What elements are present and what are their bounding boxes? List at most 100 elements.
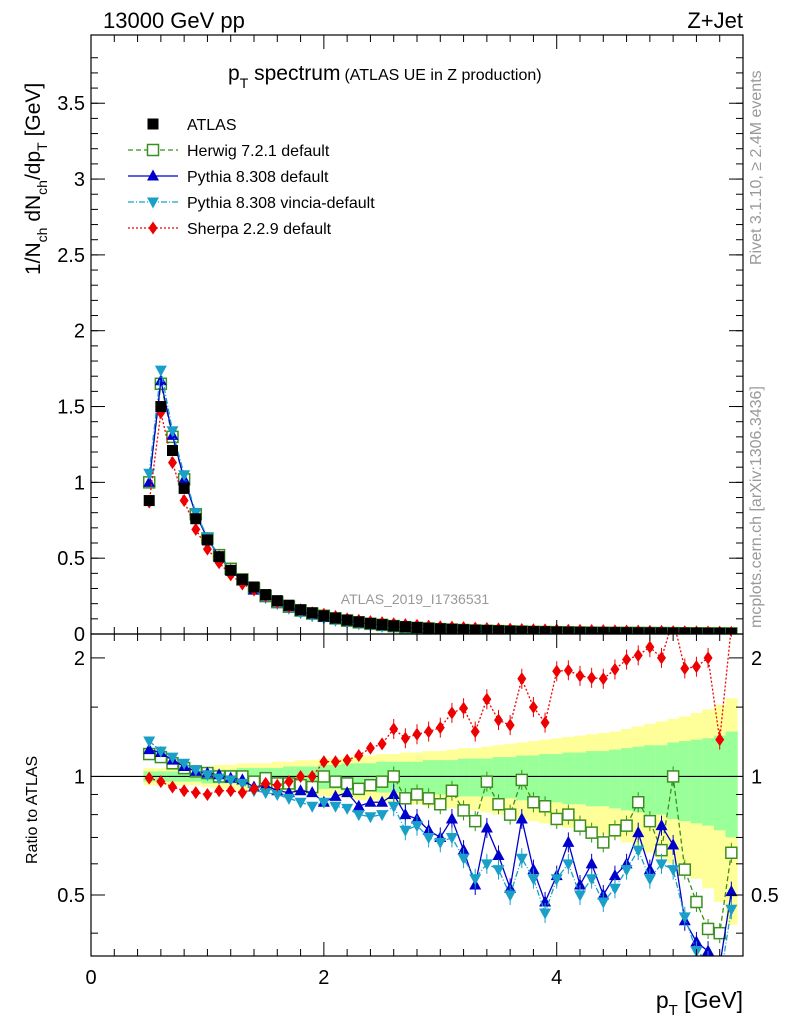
point-atlas (423, 622, 435, 634)
point-vincia (178, 470, 191, 482)
point-atlas (190, 513, 202, 525)
ratio-point-sherpa (389, 722, 399, 736)
ratio-point-pythia (527, 863, 540, 875)
point-atlas (306, 607, 318, 619)
ratio-point-vincia (317, 797, 330, 809)
mcplots-label: mcplots.cern.ch [arXiv:1306.3436] (748, 386, 765, 628)
ratio-point-sherpa (459, 701, 469, 715)
ratio-point-herwig (445, 784, 459, 797)
ratio-point-vincia (597, 897, 610, 909)
ratio-point-herwig (317, 770, 331, 783)
point-atlas (260, 589, 272, 601)
y-tick-label-right: 2 (751, 648, 762, 670)
ratio-point-pythia (143, 743, 156, 755)
ratio-point-sherpa (354, 749, 364, 763)
ratio-point-pythia (714, 960, 726, 971)
point-atlas (248, 581, 260, 593)
ratio-series-vincia (143, 736, 738, 956)
band-inner (690, 739, 703, 824)
band-inner (702, 738, 715, 826)
ratio-point-pythia (294, 784, 307, 796)
ratio-point-pythia (515, 812, 528, 824)
ratio-point-vincia (492, 865, 505, 877)
ratio-point-vincia (725, 904, 738, 916)
point-sherpa (168, 456, 177, 470)
band-inner (655, 745, 668, 815)
point-pythia (154, 374, 167, 386)
point-atlas (318, 610, 330, 622)
band-inner (713, 735, 727, 831)
ratio-point-sherpa (249, 782, 259, 796)
band-inner (457, 758, 470, 797)
legend-item-sherpa: Sherpa 2.2.9 default (128, 221, 332, 238)
band-inner (504, 757, 517, 799)
point-vincia (166, 426, 179, 438)
point-atlas (155, 401, 167, 413)
ratio-point-sherpa (319, 755, 329, 769)
ratio-point-pythia (667, 838, 680, 850)
ratio-point-sherpa (144, 771, 154, 785)
ratio-point-herwig (503, 808, 517, 821)
point-atlas (493, 625, 504, 634)
legend-marker (148, 221, 158, 235)
ratio-point-pythia (480, 821, 493, 833)
point-atlas (295, 604, 307, 616)
ratio-point-herwig (690, 895, 703, 909)
x-tick-label: 0 (85, 967, 96, 989)
ratio-point-herwig (550, 812, 563, 826)
ratio-point-sherpa (307, 769, 317, 783)
legend-item-herwig: Herwig 7.2.1 default (128, 143, 330, 160)
ratio-point-vincia (550, 874, 563, 886)
ratio-point-vincia (411, 821, 423, 833)
band-inner (550, 754, 564, 803)
ratio-point-herwig (375, 775, 389, 788)
ratio-point-herwig (573, 819, 587, 832)
header-left: 13000 GeV pp (103, 8, 245, 33)
ratio-point-sherpa (528, 700, 538, 714)
band-inner (725, 731, 738, 838)
band-inner (644, 745, 657, 815)
y-tick-label: 0.5 (57, 885, 85, 907)
ratio-point-herwig (538, 800, 552, 813)
point-atlas (679, 627, 691, 634)
ratio-point-herwig (329, 775, 342, 788)
ratio-point-herwig (608, 824, 622, 837)
point-atlas (656, 627, 667, 634)
ratio-point-vincia (376, 810, 389, 822)
point-atlas (353, 616, 365, 628)
ratio-point-sherpa (552, 664, 562, 678)
ratio-point-sherpa (715, 733, 725, 747)
ratio-point-sherpa (226, 784, 236, 798)
ratio-point-vincia (364, 812, 377, 824)
ratio-point-vincia (259, 788, 272, 800)
main-ylabel: 1/Nch dNch/dpT [GeV] (22, 83, 50, 275)
ratio-point-sherpa (377, 737, 387, 751)
ratio-point-pythia (376, 795, 389, 807)
legend-marker (146, 143, 160, 157)
ratio-point-sherpa (331, 755, 340, 769)
ratio-point-herwig (701, 922, 715, 936)
point-sherpa (202, 542, 212, 556)
ratio-point-vincia (224, 775, 237, 787)
ratio-point-sherpa (400, 731, 410, 745)
ratio-point-vincia (282, 793, 295, 805)
band-inner (539, 754, 552, 803)
ratio-point-sherpa (365, 741, 375, 755)
band-inner (492, 757, 505, 799)
point-atlas (364, 617, 376, 629)
ratio-point-vincia (399, 825, 412, 837)
point-atlas (539, 626, 551, 634)
ratio-point-vincia (201, 770, 214, 782)
y-tick-label: 3.5 (57, 93, 85, 115)
ratio-point-herwig (480, 775, 494, 788)
main-panel: ATLAS_2019_I1736531 0 0.5 1 1.5 2 2.5 3 3.5 pT … (22, 34, 744, 646)
point-atlas (632, 627, 644, 634)
ratio-point-sherpa (575, 669, 585, 683)
ratio-point-herwig (492, 797, 505, 811)
title-p: p (228, 62, 240, 85)
legend-label: ATLAS (187, 117, 237, 134)
legend-item-vincia: Pythia 8.308 vincia-default (128, 195, 375, 212)
ratio-point-herwig (643, 814, 657, 828)
ratio-point-pythia (306, 786, 319, 798)
